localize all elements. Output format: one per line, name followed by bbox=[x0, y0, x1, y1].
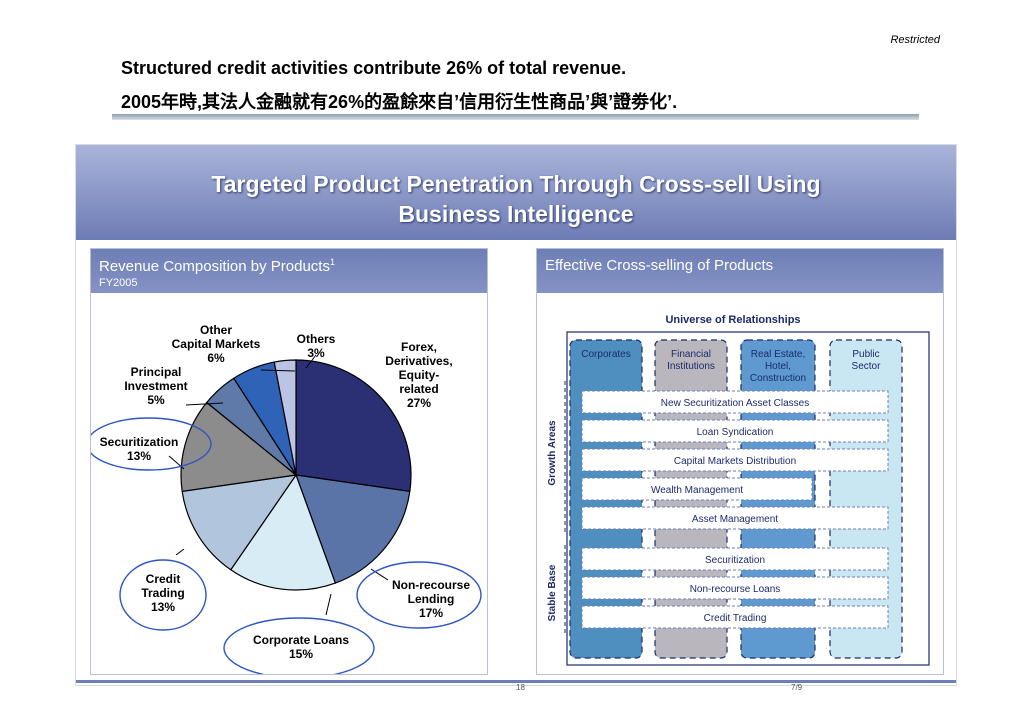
slide-image: Targeted Product Penetration Through Cro… bbox=[76, 145, 956, 692]
growth-row-label-asset-management: Asset Management bbox=[692, 514, 778, 525]
pie-label-others-0: Others bbox=[297, 332, 336, 346]
cross-sell-diagram: Universe of Relationships Corporates Finan… bbox=[547, 314, 930, 666]
right-panel-header: Effective Cross-selling of Products bbox=[537, 249, 943, 293]
stable-row-label-non-recourse-loans: Non-recourse Loans bbox=[690, 584, 781, 595]
slide-footer-line bbox=[76, 680, 956, 683]
pie-slice-securitization bbox=[180, 401, 298, 493]
pie-label-forex-2: Equity- bbox=[399, 368, 440, 382]
pie-label-securitization-0: Securitization bbox=[100, 435, 179, 449]
slide-title-line1: Targeted Product Penetration Through Cro… bbox=[211, 171, 821, 197]
pie-slice-forex-derivatives-equity-related bbox=[295, 359, 412, 493]
segment-label-public-sector-1: Sector bbox=[852, 361, 882, 372]
leader-line-othercm bbox=[260, 369, 296, 372]
page-number-right: 7/9 bbox=[791, 683, 803, 692]
pie-slice-corporate-loans bbox=[229, 473, 337, 591]
pie-label-credit-2: 13% bbox=[151, 600, 175, 614]
universe-label: Universe of Relationships bbox=[665, 314, 800, 326]
pie-label-forex-3: related bbox=[399, 382, 438, 396]
segment-label-financial-institutions-0: Financial bbox=[671, 349, 711, 360]
pie-label-corporate-1: 15% bbox=[289, 647, 313, 661]
slide-title: Targeted Product Penetration Through Cro… bbox=[76, 169, 956, 229]
pie-label-forex-4: 27% bbox=[407, 396, 431, 410]
segment-label-corporates-0: Corporates bbox=[581, 349, 630, 360]
pie-label-othercm-0: Other bbox=[200, 323, 232, 337]
pie-label-othercm-1: Capital Markets bbox=[172, 337, 261, 351]
left-panel: Revenue Composition by Products1 FY2005 … bbox=[90, 248, 488, 675]
footnote-mark: 1 bbox=[329, 257, 335, 267]
growth-row-asset-management bbox=[581, 506, 889, 530]
pie-label-principal-0: Principal bbox=[131, 365, 182, 379]
slide-banner: Targeted Product Penetration Through Cro… bbox=[76, 145, 956, 240]
headline-chinese: 2005年時,其法人金融就有26%的盈餘來自’信用衍生性商品’與’證劵化’. bbox=[121, 92, 678, 112]
growth-areas-label: Growth Areas bbox=[547, 420, 558, 486]
segment-label-real-estate-hotel-construction-1: Hotel, bbox=[765, 361, 791, 372]
pie-slice-credit-trading bbox=[181, 474, 298, 571]
restricted-label: Restricted bbox=[890, 34, 940, 46]
highlight-ellipse-securitization bbox=[91, 417, 212, 471]
left-panel-subtitle: FY2005 bbox=[99, 277, 138, 289]
segment-label-real-estate-hotel-construction-0: Real Estate, bbox=[751, 349, 805, 360]
left-panel-title: Revenue Composition by Products bbox=[99, 258, 330, 275]
growth-row-capital-markets-distribution bbox=[581, 448, 889, 472]
growth-row-wealth-management bbox=[581, 477, 813, 501]
pie-label-forex-1: Derivatives, bbox=[385, 354, 452, 368]
pie-label-credit-1: Trading bbox=[141, 586, 184, 600]
slide-title-line2: Business Intelligence bbox=[398, 201, 634, 227]
growth-row-loan-syndication bbox=[581, 419, 889, 443]
highlight-ellipse-credit-trading bbox=[119, 559, 207, 631]
pie-label-others-1: 3% bbox=[307, 346, 325, 360]
leader-line-principal bbox=[185, 402, 224, 406]
pie-label-corporate-0: Corporate Loans bbox=[253, 633, 349, 647]
stable-row-non-recourse-loans bbox=[581, 576, 889, 600]
stable-row-securitization bbox=[581, 547, 889, 571]
header-rule bbox=[112, 114, 919, 120]
segment-label-financial-institutions-1: Institutions bbox=[667, 361, 715, 372]
growth-row-label-capital-markets-distribution: Capital Markets Distribution bbox=[674, 456, 796, 467]
pie-label-nonrecourse-2: 17% bbox=[419, 606, 443, 620]
right-panel-title: Effective Cross-selling of Products bbox=[545, 257, 774, 274]
right-panel: Effective Cross-selling of Products Univ… bbox=[536, 248, 944, 675]
pie-label-othercm-2: 6% bbox=[207, 351, 225, 365]
stable-row-credit-trading bbox=[581, 605, 889, 629]
leader-line-corporate bbox=[325, 593, 332, 616]
page-number-left: 18 bbox=[516, 683, 525, 692]
pie-label-principal-2: 5% bbox=[147, 393, 165, 407]
stable-row-label-credit-trading: Credit Trading bbox=[704, 613, 767, 624]
leader-line-credit bbox=[175, 548, 185, 556]
growth-row-label-new-securitization-asset-classes: New Securitization Asset Classes bbox=[661, 398, 809, 409]
leader-line-nonrecourse bbox=[370, 568, 389, 581]
highlight-ellipse-corporate-loans bbox=[223, 617, 375, 674]
pie-label-forex-0: Forex, bbox=[401, 340, 437, 354]
pie-label-securitization-1: 13% bbox=[127, 449, 151, 463]
pie-slice-non-recourse-lending bbox=[295, 474, 411, 584]
headline-english: Structured credit activities contribute … bbox=[121, 58, 627, 78]
growth-row-new-securitization-asset-classes bbox=[581, 390, 889, 414]
pie-label-credit-0: Credit bbox=[146, 572, 181, 586]
segment-label-real-estate-hotel-construction-2: Construction bbox=[750, 373, 806, 384]
growth-row-label-loan-syndication: Loan Syndication bbox=[697, 427, 774, 438]
leader-line-others bbox=[305, 354, 317, 369]
pie-slice-others bbox=[273, 359, 297, 476]
segment-label-public-sector-0: Public bbox=[852, 349, 879, 360]
stable-base-label: Stable Base bbox=[547, 564, 558, 621]
growth-row-label-wealth-management: Wealth Management bbox=[651, 485, 743, 496]
highlight-ellipse-non-recourse-lending bbox=[356, 561, 482, 629]
left-panel-header: Revenue Composition by Products1 FY2005 bbox=[91, 249, 487, 293]
pie-label-nonrecourse-1: Lending bbox=[408, 592, 455, 606]
pie-label-principal-1: Investment bbox=[124, 379, 187, 393]
stable-row-label-securitization: Securitization bbox=[705, 555, 765, 566]
pie-label-nonrecourse-0: Non-recourse bbox=[392, 578, 470, 592]
